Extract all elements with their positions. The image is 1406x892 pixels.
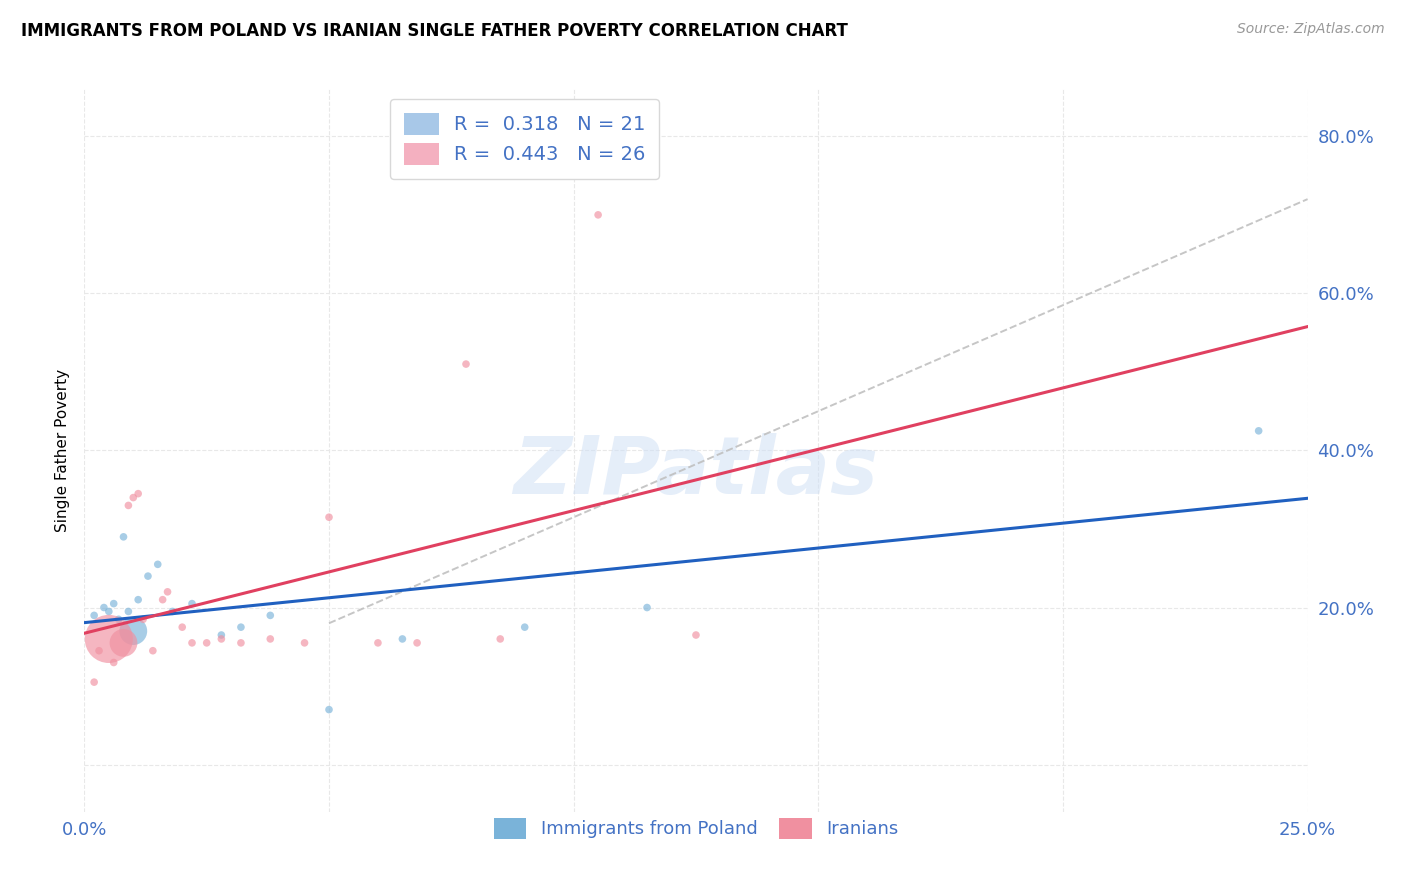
Point <box>367 636 389 650</box>
Point <box>181 636 204 650</box>
Point <box>103 656 125 670</box>
Point <box>103 597 125 611</box>
Point <box>83 675 105 690</box>
Point <box>586 208 609 222</box>
Point <box>87 644 110 658</box>
Text: IMMIGRANTS FROM POLAND VS IRANIAN SINGLE FATHER POVERTY CORRELATION CHART: IMMIGRANTS FROM POLAND VS IRANIAN SINGLE… <box>21 22 848 40</box>
Point <box>318 510 340 524</box>
Point <box>112 530 135 544</box>
Point <box>259 608 281 623</box>
Point <box>406 636 429 650</box>
Point <box>112 636 135 650</box>
Point <box>172 620 194 634</box>
Point <box>259 632 281 646</box>
Point <box>152 592 174 607</box>
Point <box>132 612 155 626</box>
Point <box>513 620 536 634</box>
Point <box>117 499 139 513</box>
Point <box>97 604 120 618</box>
Point <box>294 636 316 650</box>
Point <box>127 486 149 500</box>
Y-axis label: Single Father Poverty: Single Father Poverty <box>55 369 70 532</box>
Text: Source: ZipAtlas.com: Source: ZipAtlas.com <box>1237 22 1385 37</box>
Point <box>685 628 707 642</box>
Point <box>83 608 105 623</box>
Point <box>107 612 129 626</box>
Point <box>636 600 658 615</box>
Point <box>209 632 232 646</box>
Point <box>229 620 252 634</box>
Point <box>195 636 218 650</box>
Point <box>122 624 145 639</box>
Point <box>318 703 340 717</box>
Point <box>162 604 184 618</box>
Point <box>209 628 232 642</box>
Point <box>117 604 139 618</box>
Point <box>127 592 149 607</box>
Point <box>142 644 165 658</box>
Point <box>454 357 477 371</box>
Point <box>181 597 204 611</box>
Point <box>93 600 115 615</box>
Point <box>136 569 159 583</box>
Point <box>391 632 413 646</box>
Legend: Immigrants from Poland, Iranians: Immigrants from Poland, Iranians <box>486 811 905 846</box>
Point <box>1247 424 1270 438</box>
Point <box>489 632 512 646</box>
Point <box>146 558 169 572</box>
Point <box>97 632 120 646</box>
Point <box>229 636 252 650</box>
Point <box>156 584 179 599</box>
Point <box>122 491 145 505</box>
Text: ZIPatlas: ZIPatlas <box>513 434 879 511</box>
